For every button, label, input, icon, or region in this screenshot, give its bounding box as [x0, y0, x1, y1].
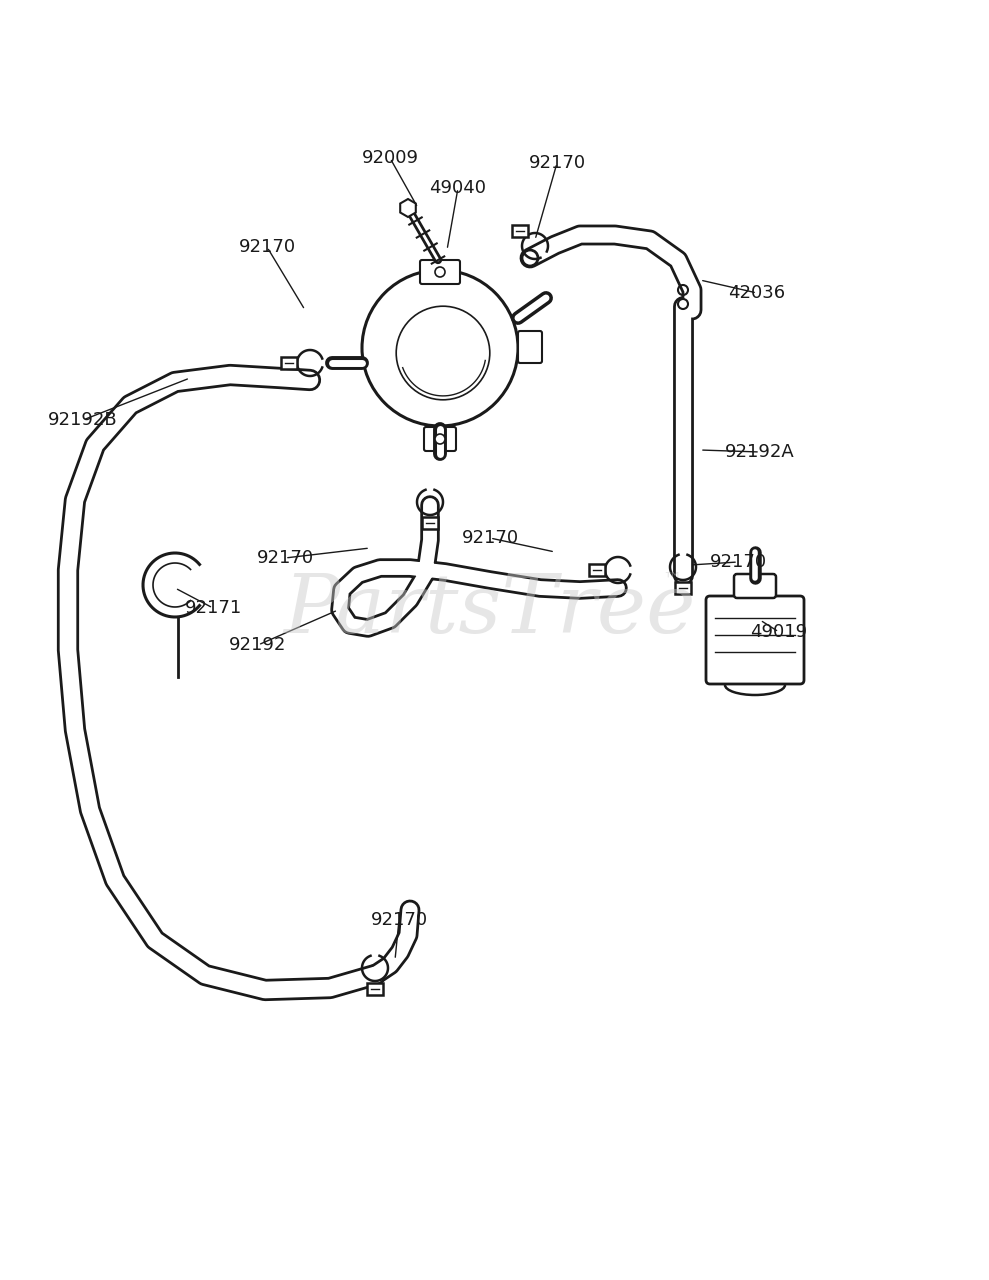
Text: 92009: 92009: [362, 148, 418, 166]
Circle shape: [435, 434, 445, 444]
Bar: [281, 357, 297, 369]
Circle shape: [435, 268, 445, 276]
Text: 92192B: 92192B: [48, 411, 118, 429]
Text: 92171: 92171: [184, 599, 241, 617]
Text: 92170: 92170: [709, 553, 766, 571]
Circle shape: [522, 250, 538, 266]
Bar: [367, 983, 383, 995]
Text: 42036: 42036: [729, 284, 785, 302]
Text: 92192A: 92192A: [725, 443, 795, 461]
Bar: [422, 517, 438, 529]
FancyBboxPatch shape: [734, 573, 776, 598]
Bar: [675, 582, 691, 594]
Text: 92170: 92170: [238, 238, 296, 256]
Text: PartsTree: PartsTree: [284, 570, 696, 650]
Circle shape: [362, 270, 518, 426]
Text: ™: ™: [663, 571, 681, 590]
Bar: [512, 225, 528, 237]
FancyBboxPatch shape: [518, 332, 542, 364]
Text: 92170: 92170: [528, 154, 585, 172]
Text: 92170: 92170: [462, 529, 518, 547]
Text: 92170: 92170: [256, 549, 314, 567]
FancyBboxPatch shape: [424, 428, 456, 451]
FancyBboxPatch shape: [706, 596, 804, 684]
Text: 49040: 49040: [429, 179, 487, 197]
Bar: [589, 564, 605, 576]
Text: 92192: 92192: [229, 636, 287, 654]
Text: 92170: 92170: [371, 911, 427, 929]
Text: 49019: 49019: [751, 623, 808, 641]
Polygon shape: [401, 198, 415, 218]
FancyBboxPatch shape: [420, 260, 460, 284]
